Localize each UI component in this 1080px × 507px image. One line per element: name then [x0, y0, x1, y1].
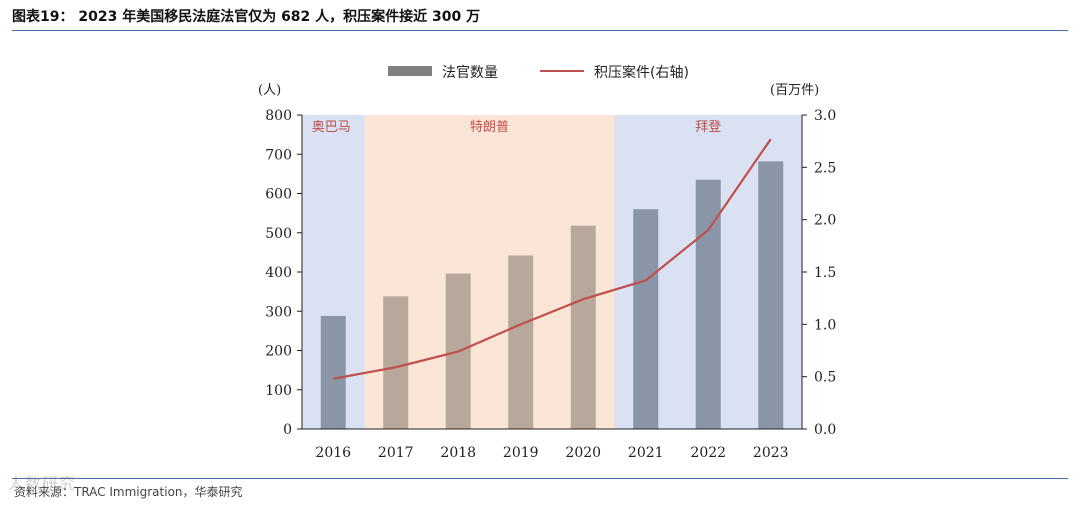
bar-2019 [508, 255, 534, 429]
backlog-line [333, 138, 772, 380]
x-tick-label: 2022 [690, 445, 726, 461]
x-tick-label: 2018 [440, 445, 476, 461]
bars [320, 161, 784, 429]
period-bands [302, 115, 802, 429]
left-tick-label: 600 [265, 187, 292, 203]
right-tick-label: 3.0 [814, 108, 836, 124]
footer-divider [12, 478, 1068, 479]
period-label-0: 奥巴马 [312, 120, 351, 135]
axes: 0 100 200 300 400 500 600 700 800 0.0 0.5 1.0 1.5 2.0… [265, 108, 836, 461]
x-tick-label: 2019 [503, 445, 539, 461]
right-tick-label: 2.0 [814, 213, 836, 229]
left-tick-label: 500 [265, 226, 292, 242]
left-axis-unit: (人) [258, 83, 281, 98]
left-tick-label: 700 [265, 147, 292, 163]
bar-2017 [383, 296, 409, 429]
period-label-1: 特朗普 [470, 120, 509, 135]
x-tick-label: 2021 [628, 445, 664, 461]
bar-2020 [570, 225, 596, 429]
right-tick-label: 0.5 [814, 370, 836, 386]
legend: 法官数量 积压案件(右轴) [388, 64, 689, 81]
x-tick-label: 2023 [753, 445, 789, 461]
watermark: 人数研究 [8, 474, 77, 493]
left-tick-label: 200 [265, 344, 292, 360]
bar-2023 [758, 161, 784, 429]
right-tick-label: 1.0 [814, 317, 836, 333]
left-tick-label: 300 [265, 304, 292, 320]
bar-2021 [633, 209, 659, 429]
left-tick-label: 0 [283, 422, 292, 438]
legend-bar-label: 法官数量 [442, 65, 498, 81]
bar-2022 [695, 179, 721, 429]
left-tick-label: 400 [265, 265, 292, 281]
right-tick-label: 0.0 [814, 422, 836, 438]
right-axis-unit: (百万件) [770, 83, 819, 98]
right-tick-label: 2.5 [814, 160, 836, 176]
bar-2016 [320, 315, 346, 429]
legend-line-label: 积压案件(右轴) [594, 64, 689, 81]
period-labels: 奥巴马 特朗普 拜登 [312, 120, 722, 135]
x-tick-label: 2016 [315, 445, 351, 461]
x-tick-label: 2020 [565, 445, 601, 461]
title-divider [12, 30, 1068, 31]
chart: 奥巴马 特朗普 拜登 0 100 200 300 400 500 600 700 800 0.0 0.5… [258, 64, 836, 461]
source-note: 资料来源：TRAC Immigration，华泰研究 [14, 485, 243, 499]
figure-title: 图表19： 2023 年美国移民法庭法官仅为 682 人，积压案件接近 300 … [12, 9, 481, 25]
period-label-2: 拜登 [695, 120, 721, 135]
left-tick-label: 100 [265, 383, 292, 399]
x-tick-label: 2017 [378, 445, 414, 461]
legend-bar-swatch [388, 66, 432, 76]
right-tick-label: 1.5 [814, 265, 836, 281]
left-tick-label: 800 [265, 108, 292, 124]
